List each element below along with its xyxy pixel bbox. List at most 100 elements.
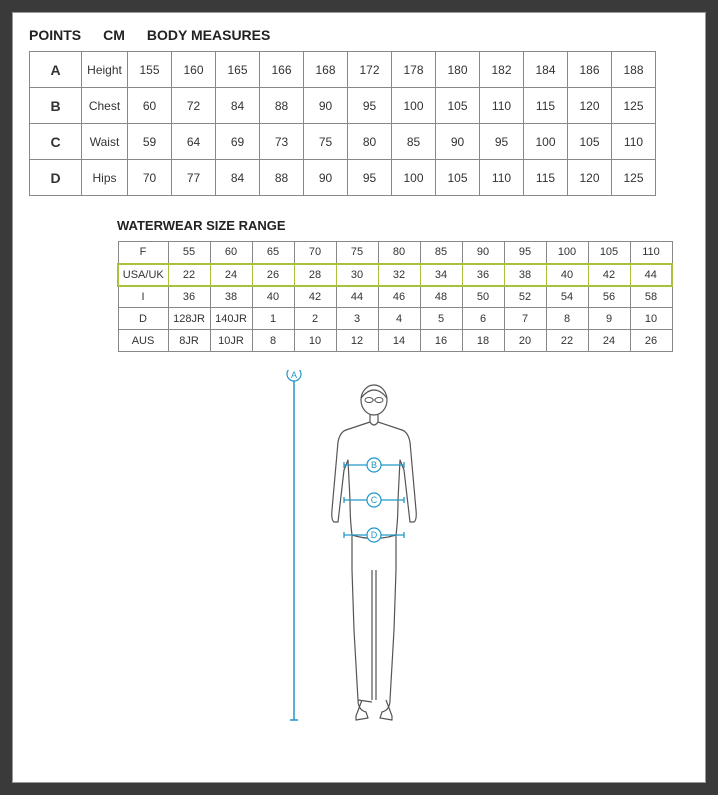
value-cell: 105 xyxy=(436,160,480,196)
value-cell: 100 xyxy=(524,124,568,160)
value-cell: 90 xyxy=(436,124,480,160)
waterwear-title: WATERWEAR SIZE RANGE xyxy=(117,218,689,233)
value-cell: 42 xyxy=(588,264,630,286)
value-cell: 105 xyxy=(588,242,630,264)
region-cell: I xyxy=(118,286,168,308)
value-cell: 178 xyxy=(392,52,436,88)
value-cell: 10 xyxy=(630,308,672,330)
waterwear-section: WATERWEAR SIZE RANGE F556065707580859095… xyxy=(117,218,689,352)
value-cell: 55 xyxy=(168,242,210,264)
value-cell: 128JR xyxy=(168,308,210,330)
value-cell: 88 xyxy=(260,160,304,196)
value-cell: 105 xyxy=(436,88,480,124)
value-cell: 110 xyxy=(630,242,672,264)
value-cell: 6 xyxy=(462,308,504,330)
page-header: POINTS CM BODY MEASURES xyxy=(29,27,689,43)
value-cell: 50 xyxy=(462,286,504,308)
value-cell: 84 xyxy=(216,88,260,124)
label-cell: Height xyxy=(82,52,128,88)
value-cell: 44 xyxy=(336,286,378,308)
value-cell: 38 xyxy=(504,264,546,286)
value-cell: 12 xyxy=(336,330,378,352)
value-cell: 32 xyxy=(378,264,420,286)
value-cell: 24 xyxy=(588,330,630,352)
value-cell: 160 xyxy=(172,52,216,88)
value-cell: 14 xyxy=(378,330,420,352)
point-cell: A xyxy=(30,52,82,88)
value-cell: 95 xyxy=(504,242,546,264)
label-a: A xyxy=(291,370,297,380)
value-cell: 28 xyxy=(294,264,336,286)
table-row: I363840424446485052545658 xyxy=(118,286,672,308)
value-cell: 88 xyxy=(260,88,304,124)
value-cell: 166 xyxy=(260,52,304,88)
value-cell: 2 xyxy=(294,308,336,330)
value-cell: 100 xyxy=(546,242,588,264)
value-cell: 155 xyxy=(128,52,172,88)
label-cell: Chest xyxy=(82,88,128,124)
value-cell: 3 xyxy=(336,308,378,330)
table-row: CWaist596469737580859095100105110 xyxy=(30,124,656,160)
value-cell: 69 xyxy=(216,124,260,160)
region-cell: USA/UK xyxy=(118,264,168,286)
body-figure-svg: ABCD xyxy=(244,370,474,730)
value-cell: 90 xyxy=(462,242,504,264)
value-cell: 64 xyxy=(172,124,216,160)
table-row: BChest607284889095100105110115120125 xyxy=(30,88,656,124)
point-cell: C xyxy=(30,124,82,160)
value-cell: 110 xyxy=(612,124,656,160)
value-cell: 36 xyxy=(168,286,210,308)
value-cell: 125 xyxy=(612,88,656,124)
region-cell: AUS xyxy=(118,330,168,352)
region-cell: F xyxy=(118,242,168,264)
body-diagram: ABCD xyxy=(29,370,689,735)
value-cell: 46 xyxy=(378,286,420,308)
value-cell: 24 xyxy=(210,264,252,286)
value-cell: 56 xyxy=(588,286,630,308)
value-cell: 110 xyxy=(480,160,524,196)
waterwear-table: F556065707580859095100105110USA/UK222426… xyxy=(117,241,673,352)
region-cell: D xyxy=(118,308,168,330)
table-row: F556065707580859095100105110 xyxy=(118,242,672,264)
value-cell: 34 xyxy=(420,264,462,286)
point-cell: D xyxy=(30,160,82,196)
value-cell: 85 xyxy=(392,124,436,160)
value-cell: 186 xyxy=(568,52,612,88)
value-cell: 36 xyxy=(462,264,504,286)
value-cell: 38 xyxy=(210,286,252,308)
label-b: B xyxy=(371,460,377,470)
value-cell: 20 xyxy=(504,330,546,352)
value-cell: 58 xyxy=(630,286,672,308)
value-cell: 100 xyxy=(392,88,436,124)
value-cell: 120 xyxy=(568,88,612,124)
value-cell: 26 xyxy=(630,330,672,352)
value-cell: 95 xyxy=(348,160,392,196)
value-cell: 60 xyxy=(210,242,252,264)
value-cell: 95 xyxy=(480,124,524,160)
value-cell: 42 xyxy=(294,286,336,308)
value-cell: 80 xyxy=(378,242,420,264)
table-row: DHips707784889095100105110115120125 xyxy=(30,160,656,196)
value-cell: 16 xyxy=(420,330,462,352)
point-cell: B xyxy=(30,88,82,124)
value-cell: 188 xyxy=(612,52,656,88)
value-cell: 84 xyxy=(216,160,260,196)
value-cell: 75 xyxy=(336,242,378,264)
value-cell: 70 xyxy=(128,160,172,196)
value-cell: 8JR xyxy=(168,330,210,352)
body-measures-table: AHeight155160165166168172178180182184186… xyxy=(29,51,656,196)
value-cell: 115 xyxy=(524,160,568,196)
value-cell: 90 xyxy=(304,160,348,196)
value-cell: 125 xyxy=(612,160,656,196)
value-cell: 26 xyxy=(252,264,294,286)
value-cell: 77 xyxy=(172,160,216,196)
value-cell: 72 xyxy=(172,88,216,124)
table-row: D128JR140JR12345678910 xyxy=(118,308,672,330)
table-row: AHeight155160165166168172178180182184186… xyxy=(30,52,656,88)
value-cell: 110 xyxy=(480,88,524,124)
value-cell: 70 xyxy=(294,242,336,264)
value-cell: 40 xyxy=(252,286,294,308)
label-cell: Waist xyxy=(82,124,128,160)
value-cell: 4 xyxy=(378,308,420,330)
value-cell: 168 xyxy=(304,52,348,88)
